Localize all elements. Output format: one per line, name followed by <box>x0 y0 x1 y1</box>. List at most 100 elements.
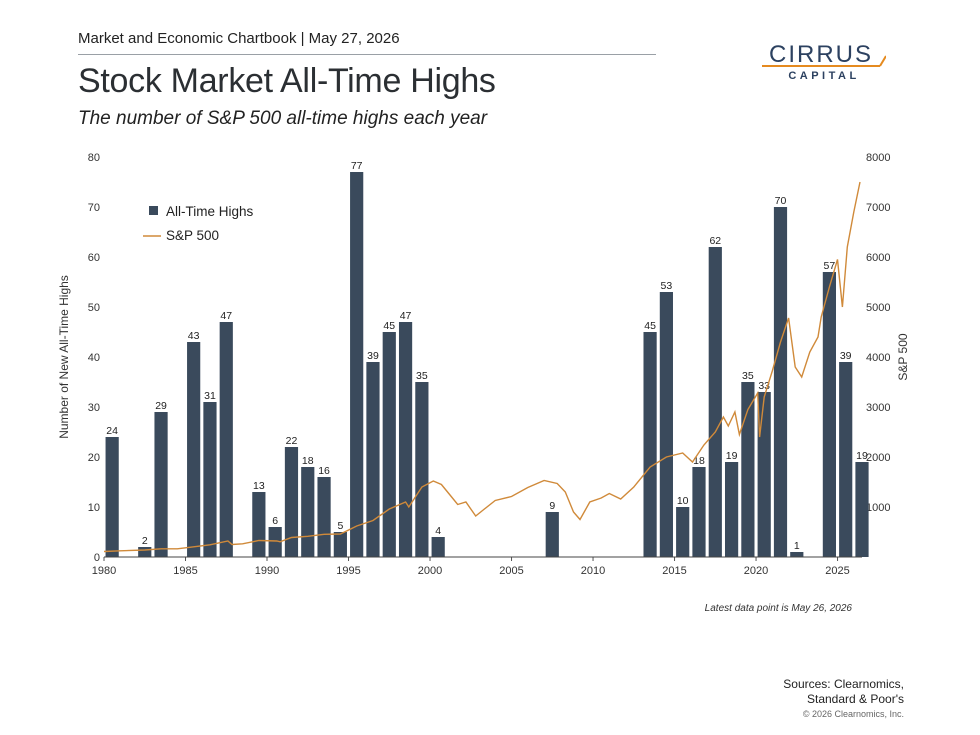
header-rule <box>78 54 656 55</box>
x-tick-label: 2025 <box>825 565 849 577</box>
bar <box>268 527 282 557</box>
bar <box>839 362 853 557</box>
bar <box>317 477 331 557</box>
x-tick-label: 1980 <box>92 565 116 577</box>
bar <box>252 492 266 557</box>
bar <box>333 532 347 557</box>
bar-value-label: 24 <box>106 425 118 437</box>
bar-value-label: 22 <box>286 435 298 447</box>
y-tick-label: 40 <box>88 352 100 364</box>
bar-value-label: 62 <box>709 235 721 247</box>
cirrus-capital-logo: CIRRUS CAPITAL <box>762 41 886 82</box>
bar-value-label: 5 <box>337 520 343 532</box>
bar <box>138 547 152 557</box>
bar <box>284 447 299 557</box>
y2-tick-label: 3000 <box>866 402 890 414</box>
legend-label-ath: All-Time Highs <box>166 204 254 219</box>
y-tick-label: 60 <box>88 252 100 264</box>
y-tick-label: 0 <box>94 552 100 564</box>
bar <box>790 552 804 557</box>
bar-value-label: 10 <box>677 495 689 507</box>
bar-value-label: 19 <box>726 450 738 462</box>
bar-value-label: 1 <box>794 540 800 552</box>
x-tick-label: 2005 <box>499 565 523 577</box>
bar <box>301 467 315 557</box>
bar-value-label: 33 <box>758 380 770 392</box>
logo-wordmark-top: CIRRUS <box>769 41 873 68</box>
bar <box>757 392 771 557</box>
x-tick-label: 2000 <box>418 565 442 577</box>
bar-value-label: 53 <box>661 280 673 292</box>
y2-tick-label: 1000 <box>866 502 890 514</box>
bar <box>415 382 429 557</box>
legend-bar-swatch <box>149 206 158 215</box>
bar <box>187 342 201 557</box>
bar-value-label: 47 <box>400 310 412 322</box>
bar <box>154 412 168 557</box>
x-tick-label: 2010 <box>581 565 605 577</box>
y2-tick-label: 2000 <box>866 452 890 464</box>
bar <box>822 272 836 557</box>
latest-data-note: Latest data point is May 26, 2026 <box>704 603 852 614</box>
bar <box>398 322 413 557</box>
copyright: © 2026 Clearnomics, Inc. <box>802 709 904 719</box>
sources-line-1: Sources: Clearnomics, <box>783 677 904 691</box>
bar <box>366 362 380 557</box>
bar <box>659 292 673 557</box>
bar-value-label: 2 <box>142 535 148 547</box>
bar-value-label: 31 <box>204 390 216 402</box>
bar-value-label: 45 <box>644 320 656 332</box>
page-title: Stock Market All-Time Highs <box>78 62 496 100</box>
y2-tick-label: 7000 <box>866 202 890 214</box>
x-tick-label: 2015 <box>662 565 686 577</box>
sources-line-2: Standard & Poor's <box>806 692 904 706</box>
bar-value-label: 19 <box>856 450 868 462</box>
y-tick-label: 50 <box>88 302 100 314</box>
bar-value-label: 35 <box>742 370 754 382</box>
bar <box>692 467 706 557</box>
bar-value-label: 9 <box>549 500 555 512</box>
sp500-line <box>103 181 861 553</box>
sources: Sources: Clearnomics, Standard & Poor's <box>783 677 904 707</box>
logo-wordmark-bottom: CAPITAL <box>788 70 859 82</box>
y2-tick-label: 6000 <box>866 252 890 264</box>
bar <box>676 507 690 557</box>
bar-value-label: 13 <box>253 480 265 492</box>
bar <box>350 172 364 557</box>
x-tick-label: 1985 <box>173 565 197 577</box>
bar-value-label: 77 <box>351 160 363 172</box>
y-tick-label: 20 <box>88 452 100 464</box>
y-tick-label: 30 <box>88 402 100 414</box>
page-subtitle: The number of S&P 500 all-time highs eac… <box>78 108 488 129</box>
x-tick-label: 1995 <box>336 565 360 577</box>
bar-value-label: 47 <box>220 310 232 322</box>
bar-value-label: 35 <box>416 370 428 382</box>
bar <box>724 462 739 557</box>
bar <box>105 437 119 557</box>
bar <box>219 322 233 557</box>
bar-value-label: 16 <box>318 465 330 477</box>
bar-value-label: 45 <box>383 320 395 332</box>
bar-value-label: 18 <box>693 455 705 467</box>
bar <box>545 512 559 557</box>
y-tick-label: 10 <box>88 502 100 514</box>
x-tick-label: 2020 <box>744 565 768 577</box>
bar-value-label: 29 <box>155 400 167 412</box>
bar-value-label: 39 <box>367 350 379 362</box>
y2-tick-label: 5000 <box>866 302 890 314</box>
logo-accent-tick <box>879 55 886 67</box>
y-axis-label: Number of New All-Time Highs <box>57 275 71 439</box>
chartbook-header: Market and Economic Chartbook | May 27, … <box>78 30 400 47</box>
bar-value-label: 6 <box>272 515 278 527</box>
bar-value-label: 70 <box>775 195 787 207</box>
bar <box>708 247 722 557</box>
y-tick-label: 70 <box>88 202 100 214</box>
bar-value-label: 4 <box>435 525 441 537</box>
x-tick-label: 1990 <box>255 565 279 577</box>
y-tick-label: 80 <box>88 152 100 164</box>
bar <box>382 332 396 557</box>
bar <box>741 382 755 557</box>
y2-tick-label: 8000 <box>866 152 890 164</box>
y2-tick-label: 4000 <box>866 352 890 364</box>
y2-axis-label: S&P 500 <box>896 333 910 380</box>
